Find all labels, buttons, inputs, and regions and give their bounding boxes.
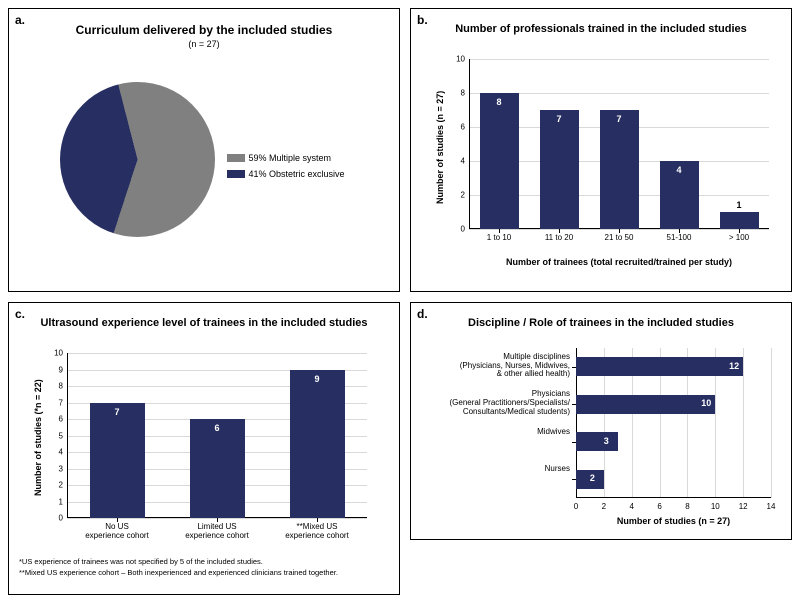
x-axis-title: Number of studies (n = 27) xyxy=(576,516,771,526)
bar xyxy=(480,93,519,229)
y-tick xyxy=(572,367,576,368)
x-tick-label: 14 xyxy=(767,502,776,511)
bar-value-label: 8 xyxy=(496,97,501,107)
bar-value-label: 10 xyxy=(701,398,711,408)
bar-value-label: 7 xyxy=(616,114,621,124)
y-tick-label: 10 xyxy=(43,349,63,358)
panel-d: d.Discipline / Role of trainees in the i… xyxy=(410,302,792,540)
y-tick-label: 3 xyxy=(43,464,63,473)
bar-value-label: 4 xyxy=(676,165,681,175)
bar xyxy=(600,110,639,229)
bar-value-label: 12 xyxy=(729,361,739,371)
panel-c-title: Ultrasound experience level of trainees … xyxy=(9,317,399,329)
y-axis xyxy=(469,59,470,229)
y-tick-label: 8 xyxy=(445,89,465,98)
legend-row: 59% Multiple system xyxy=(227,153,332,163)
bar-value-label: 2 xyxy=(590,473,595,483)
panel-a-subtitle: (n = 27) xyxy=(9,39,399,49)
panel-a-title: Curriculum delivered by the included stu… xyxy=(9,23,399,37)
y-tick-label: 6 xyxy=(445,123,465,132)
y-tick-label: 4 xyxy=(43,448,63,457)
plot-area: 7 6 9 xyxy=(67,353,367,518)
legend-swatch xyxy=(227,170,245,178)
bar xyxy=(290,370,345,519)
bar xyxy=(540,110,579,229)
y-tick-label: 4 xyxy=(445,157,465,166)
y-tick-label: 10 xyxy=(445,55,465,64)
x-tick-label: Limited USexperience cohort xyxy=(167,522,267,540)
gridline xyxy=(67,353,367,354)
y-axis-title: Number of studies (n = 27) xyxy=(435,91,445,204)
panel-a: a.Curriculum delivered by the included s… xyxy=(8,8,400,292)
bar xyxy=(720,212,759,229)
bar-value-label: 3 xyxy=(604,436,609,446)
x-tick-label: 12 xyxy=(739,502,748,511)
bar-value-label: 7 xyxy=(556,114,561,124)
gridline xyxy=(771,348,772,498)
bar xyxy=(576,432,618,451)
x-tick-label: 1 to 10 xyxy=(469,233,529,242)
y-tick-label: 0 xyxy=(43,514,63,523)
y-tick-label: Multiple disciplines(Physicians, Nurses,… xyxy=(415,353,570,379)
plot-area: 12 10 3 2 xyxy=(576,348,771,498)
bar-value-label: 7 xyxy=(114,407,119,417)
legend-row: 41% Obstetric exclusive xyxy=(227,169,345,179)
x-axis xyxy=(576,497,771,498)
y-tick-label: Midwives xyxy=(415,428,570,437)
panel-d-title: Discipline / Role of trainees in the inc… xyxy=(411,317,791,329)
y-tick-label: 2 xyxy=(445,191,465,200)
y-tick-label: Nurses xyxy=(415,465,570,474)
x-axis-title: Number of trainees (total recruited/trai… xyxy=(469,257,769,267)
x-tick-label: > 100 xyxy=(709,233,769,242)
bar xyxy=(576,395,715,414)
y-tick xyxy=(572,442,576,443)
y-tick xyxy=(572,404,576,405)
x-tick-label: 51-100 xyxy=(649,233,709,242)
y-tick-label: 9 xyxy=(43,365,63,374)
x-tick-label: No USexperience cohort xyxy=(67,522,167,540)
x-tick-label: 2 xyxy=(602,502,606,511)
y-tick-label: 5 xyxy=(43,431,63,440)
bar-value-label: 1 xyxy=(736,200,741,210)
y-tick-label: 1 xyxy=(43,497,63,506)
panel-b: b.Number of professionals trained in the… xyxy=(410,8,792,292)
y-tick-label: 6 xyxy=(43,415,63,424)
x-tick-label: 10 xyxy=(711,502,720,511)
bar xyxy=(576,357,743,376)
plot-area: 8 7 7 4 1 xyxy=(469,59,769,229)
panel-c: c.Ultrasound experience level of trainee… xyxy=(8,302,400,595)
x-tick-label: 21 to 50 xyxy=(589,233,649,242)
x-tick-label: 8 xyxy=(685,502,689,511)
bar xyxy=(90,403,145,519)
y-axis-title: Number of studies (*n = 22) xyxy=(33,379,43,496)
y-tick-label: 7 xyxy=(43,398,63,407)
legend-text: 59% Multiple system xyxy=(249,153,332,163)
bar-value-label: 6 xyxy=(214,423,219,433)
gridline xyxy=(743,348,744,498)
y-tick xyxy=(572,479,576,480)
x-tick-label: 6 xyxy=(657,502,661,511)
panel-b-title: Number of professionals trained in the i… xyxy=(411,23,791,35)
legend-text: 41% Obstetric exclusive xyxy=(249,169,345,179)
legend-swatch xyxy=(227,154,245,162)
bar xyxy=(190,419,245,518)
bar-value-label: 9 xyxy=(314,374,319,384)
x-tick-label: 11 to 20 xyxy=(529,233,589,242)
x-tick-label: 4 xyxy=(629,502,633,511)
x-tick-label: 0 xyxy=(574,502,578,511)
gridline xyxy=(469,59,769,60)
y-axis xyxy=(67,353,68,518)
y-tick-label: 8 xyxy=(43,382,63,391)
x-tick-label: **Mixed USexperience cohort xyxy=(267,522,367,540)
y-tick-label: 2 xyxy=(43,481,63,490)
y-tick-label: Physicians(General Practitioners/Special… xyxy=(415,390,570,416)
pie-chart xyxy=(60,82,215,237)
footnote: **Mixed US experience cohort – Both inex… xyxy=(19,569,389,578)
footnote: *US experience of trainees was not speci… xyxy=(19,558,389,567)
y-tick-label: 0 xyxy=(445,225,465,234)
